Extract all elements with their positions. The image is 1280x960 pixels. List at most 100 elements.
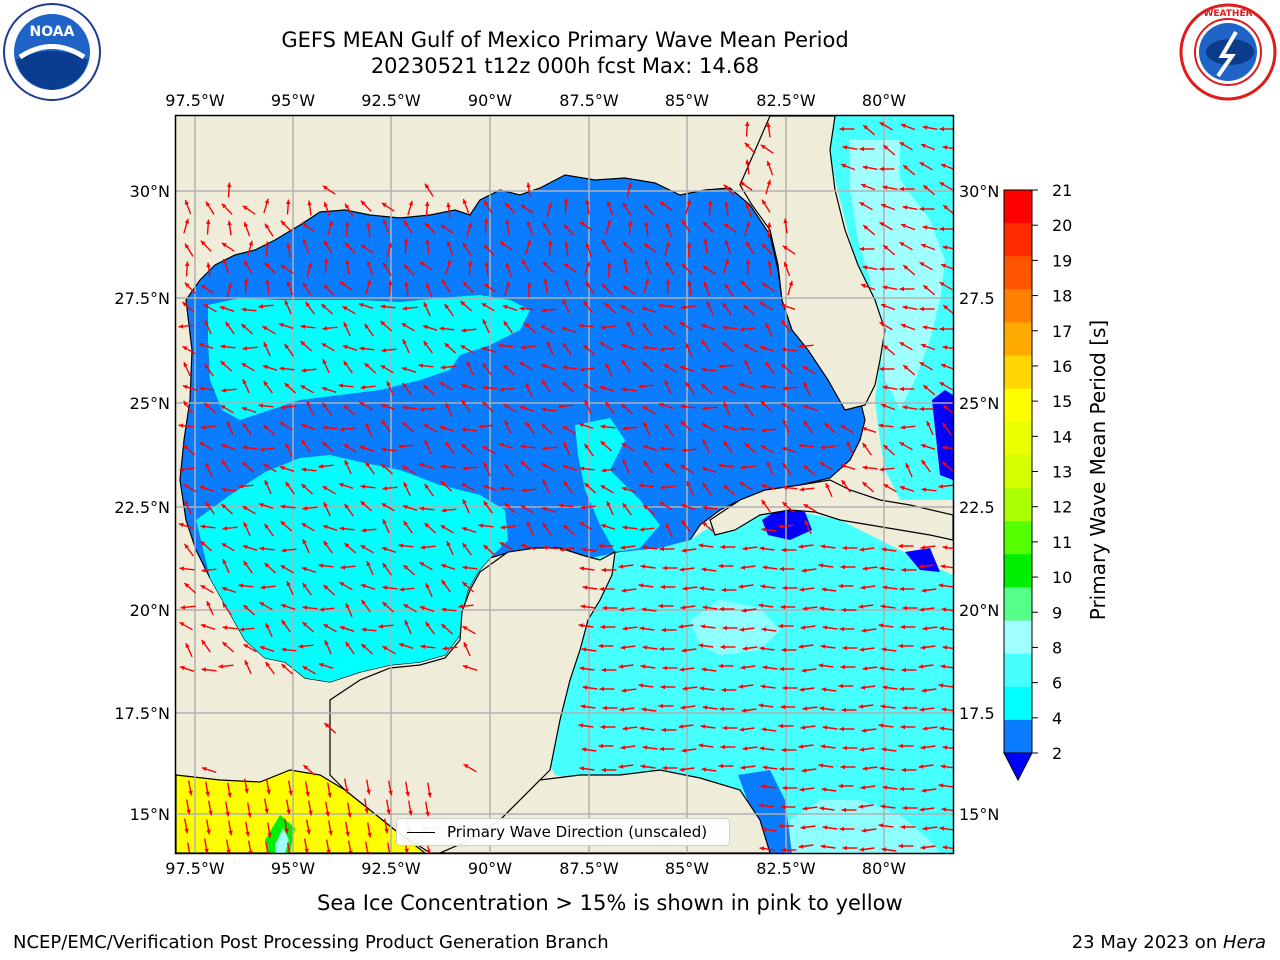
wave-arrow-head (679, 767, 685, 772)
wave-arrow-head (579, 566, 585, 571)
wave-arrow-head (179, 467, 185, 472)
wave-arrow-head (662, 565, 667, 571)
wave-arrow-head (402, 504, 408, 510)
wave-arrow-head (740, 665, 746, 670)
wave-arrow-head (780, 303, 786, 309)
wave-arrow-head (879, 666, 885, 671)
wave-arrow-head (861, 828, 867, 833)
wave-arrow-head (200, 541, 206, 546)
wave-arrow-head (878, 823, 884, 828)
wave-arrow-head (782, 585, 787, 591)
wave-arrow-head (339, 427, 345, 432)
wave-arrow-head (760, 401, 766, 406)
wave-arrow-head (819, 706, 825, 711)
wave-arrow-head (405, 791, 410, 797)
cuba-coast-lowest-period (762, 508, 812, 540)
wave-arrow-head (659, 546, 664, 552)
wave-arrow-head (883, 445, 889, 450)
nws-logo: WEATHER (1179, 3, 1277, 101)
wave-arrow-head (264, 523, 269, 529)
wave-arrow-head (899, 286, 904, 292)
wave-arrow-head (878, 623, 884, 628)
lon-tick-top: 87.5°W (559, 91, 619, 110)
wave-arrow-head (182, 346, 188, 351)
wave-arrow-head (665, 241, 670, 247)
lon-tick-top: 82.5°W (756, 91, 816, 110)
wave-arrow-head (840, 664, 845, 670)
wave-arrow-head (398, 444, 404, 449)
wave-arrow-head (861, 628, 867, 633)
lon-tick-bottom: 82.5°W (756, 859, 816, 878)
wave-arrow-head (760, 784, 766, 789)
colorbar-segment (1004, 355, 1032, 390)
wave-arrow-head (921, 343, 926, 349)
colorbar-segment (1004, 620, 1032, 655)
wave-arrow-head (643, 422, 648, 428)
bottom-lon-ticks: 97.5°W 95°W 92.5°W 90°W 87.5°W 85°W 82.5… (165, 859, 906, 878)
wave-arrow-head (382, 562, 387, 568)
wave-arrow-head (622, 285, 628, 291)
wave-arrow-head (766, 161, 772, 166)
wave-arrow-head (222, 602, 227, 608)
wave-arrow-head (381, 419, 386, 425)
wave-arrow-head (339, 281, 345, 287)
wave-arrow-head (859, 146, 864, 152)
wave-arrow-head (343, 444, 349, 449)
wave-arrow-head (462, 542, 467, 548)
wave-arrow-head (601, 283, 607, 289)
wave-arrow-head (380, 321, 386, 326)
wave-arrow-head (781, 647, 786, 653)
wave-arrow-head (760, 144, 766, 150)
wave-arrow-head (941, 363, 946, 369)
wave-arrow-head (264, 563, 270, 568)
wave-arrow-head (899, 485, 905, 491)
wave-arrow-head (942, 462, 948, 467)
legend-label: Primary Wave Direction (unscaled) (447, 823, 708, 841)
wave-arrow-head (361, 644, 367, 649)
wave-arrow-head (722, 302, 727, 308)
wave-arrow-head (680, 305, 686, 310)
colorbar-segment (1004, 653, 1032, 688)
wave-arrow-head (322, 442, 328, 447)
wave-arrow-head (742, 746, 748, 751)
wave-arrow-head (718, 463, 724, 468)
wave-arrow-head (242, 462, 248, 467)
wave-arrow-head (862, 482, 868, 487)
wave-arrow-head (227, 282, 232, 288)
colorbar-segment (1004, 223, 1032, 257)
wave-arrow-head (600, 325, 606, 330)
wave-arrow-head (881, 403, 886, 409)
wave-arrow-head (308, 810, 313, 816)
wave-arrow-head (858, 804, 864, 809)
wave-arrow-head (899, 442, 905, 447)
wave-arrow-head (482, 385, 488, 390)
wave-arrow-head (280, 565, 286, 570)
wave-arrow-head (639, 726, 645, 731)
wave-arrow-head (922, 726, 928, 731)
wave-arrow-head (720, 644, 725, 650)
wave-arrow-head (183, 445, 189, 450)
wave-arrow-head (804, 520, 809, 526)
wave-arrow-head (343, 322, 348, 328)
wave-arrow-head (662, 665, 667, 671)
wave-arrow-head (627, 220, 633, 226)
wave-arrow-head (323, 585, 329, 590)
wave-arrow-head (547, 240, 553, 246)
wave-arrow-head (321, 304, 327, 309)
wave-arrow-head (761, 627, 767, 632)
wave-arrow-head (343, 405, 349, 410)
wave-arrow-head (462, 499, 467, 505)
wave-arrow-head (660, 485, 666, 490)
wave-arrow-head (620, 343, 626, 349)
wave-arrow-head (280, 504, 286, 509)
wave-arrow-head (322, 185, 328, 191)
wave-arrow-head (641, 607, 647, 612)
wave-arrow-head (319, 607, 325, 612)
wave-arrow-head (902, 705, 907, 711)
wave-arrow-head (322, 524, 328, 530)
wave-arrow-head (839, 626, 844, 632)
wave-arrow-head (380, 365, 386, 370)
wave-arrow-head (418, 363, 424, 368)
wave-arrow-head (483, 462, 488, 468)
wave-arrow-head (703, 282, 709, 287)
